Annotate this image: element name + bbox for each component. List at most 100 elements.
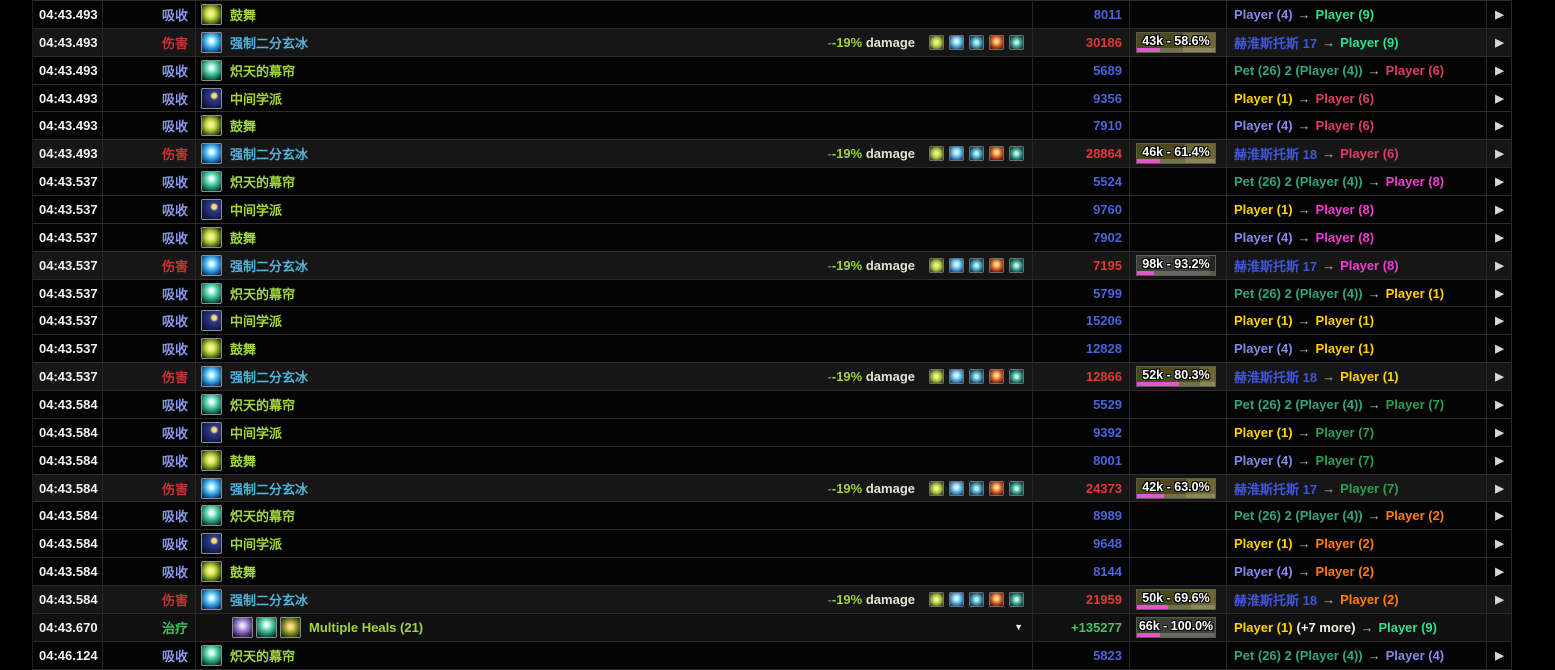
- spell-name[interactable]: 强制二分玄冰: [230, 370, 309, 386]
- mitigation-buff-icon[interactable]: [969, 146, 984, 162]
- veil-spell-icon[interactable]: [201, 505, 222, 527]
- target-actor[interactable]: Player (6): [1315, 90, 1375, 106]
- spell-name[interactable]: 炽天的幕帘: [230, 509, 296, 525]
- mitigation-buff-icon[interactable]: [1009, 480, 1024, 496]
- target-actor[interactable]: Player (7): [1315, 424, 1375, 440]
- target-actor[interactable]: Player (4): [1385, 647, 1445, 663]
- source-actor[interactable]: 赫淮斯托斯 18: [1234, 370, 1318, 386]
- target-actor[interactable]: Player (7): [1315, 452, 1375, 468]
- spell-name[interactable]: 强制二分玄冰: [230, 147, 309, 163]
- source-actor[interactable]: Player (1): [1234, 201, 1293, 217]
- expand-arrow-icon[interactable]: ▶: [1495, 287, 1504, 300]
- source-actor[interactable]: 赫淮斯托斯 17: [1234, 35, 1318, 51]
- mitigation-buff-icon[interactable]: [1009, 146, 1024, 162]
- mitigation-buff-icon[interactable]: [949, 34, 964, 50]
- spell-name[interactable]: 鼓舞: [230, 453, 257, 469]
- bisect-spell-icon[interactable]: [201, 254, 222, 276]
- expand-arrow-icon[interactable]: ▶: [1495, 64, 1504, 77]
- mitigation-buff-icon[interactable]: [949, 591, 964, 607]
- source-actor[interactable]: Player (4): [1234, 341, 1293, 357]
- mitigation-buff-icon[interactable]: [969, 369, 984, 385]
- spell-name[interactable]: 鼓舞: [230, 565, 257, 581]
- expand-arrow-icon[interactable]: ▶: [1495, 343, 1504, 356]
- spell-name[interactable]: 中间学派: [230, 314, 283, 330]
- bolster-spell-icon[interactable]: [201, 561, 222, 583]
- bolster-spell-icon[interactable]: [201, 449, 222, 471]
- source-actor[interactable]: Player (1): [1234, 619, 1293, 635]
- target-actor[interactable]: Player (6): [1315, 118, 1375, 134]
- spell-name[interactable]: 强制二分玄冰: [230, 258, 309, 274]
- mitigation-buff-icon[interactable]: [989, 369, 1004, 385]
- crown-spell-icon[interactable]: [280, 616, 301, 638]
- spell-name[interactable]: 炽天的幕帘: [230, 63, 296, 79]
- target-actor[interactable]: Player (6): [1340, 146, 1399, 162]
- source-actor[interactable]: Pet (26) 2 (Player (4)): [1234, 285, 1363, 301]
- veil-spell-icon[interactable]: [201, 59, 222, 81]
- veil-spell-icon[interactable]: [256, 616, 277, 638]
- source-actor[interactable]: 赫淮斯托斯 17: [1234, 258, 1318, 274]
- bisect-spell-icon[interactable]: [201, 366, 222, 388]
- target-actor[interactable]: Player (8): [1385, 174, 1445, 190]
- expand-arrow-icon[interactable]: ▶: [1495, 176, 1504, 189]
- bisect-spell-icon[interactable]: [201, 143, 222, 165]
- veil-spell-icon[interactable]: [201, 171, 222, 193]
- veil-spell-icon[interactable]: [201, 644, 222, 666]
- target-actor[interactable]: Player (9): [1378, 619, 1437, 635]
- expand-arrow-icon[interactable]: ▶: [1495, 231, 1504, 244]
- spell-name[interactable]: 中间学派: [230, 537, 283, 553]
- target-actor[interactable]: Player (2): [1385, 508, 1445, 524]
- mitigation-buff-icon[interactable]: [989, 34, 1004, 50]
- mitigation-buff-icon[interactable]: [949, 369, 964, 385]
- spell-name[interactable]: 强制二分玄冰: [230, 35, 309, 51]
- spell-name[interactable]: 中间学派: [230, 202, 283, 218]
- source-actor[interactable]: Pet (26) 2 (Player (4)): [1234, 62, 1363, 78]
- mitigation-buff-icon[interactable]: [929, 146, 944, 162]
- target-actor[interactable]: Player (6): [1385, 62, 1445, 78]
- target-actor[interactable]: Player (2): [1315, 564, 1375, 580]
- mitigation-buff-icon[interactable]: [989, 591, 1004, 607]
- mitigation-buff-icon[interactable]: [929, 257, 944, 273]
- mitigation-buff-icon[interactable]: [929, 369, 944, 385]
- mitigation-buff-icon[interactable]: [1009, 34, 1024, 50]
- spell-name[interactable]: 鼓舞: [230, 342, 257, 358]
- bisect-spell-icon[interactable]: [201, 477, 222, 499]
- target-actor[interactable]: Player (2): [1340, 591, 1399, 607]
- mitigation-buff-icon[interactable]: [949, 257, 964, 273]
- expand-arrow-icon[interactable]: ▶: [1495, 203, 1504, 216]
- spell-name[interactable]: 炽天的幕帘: [230, 286, 296, 302]
- source-actor[interactable]: Player (1): [1234, 536, 1293, 552]
- source-actor[interactable]: Pet (26) 2 (Player (4)): [1234, 647, 1363, 663]
- spell-name[interactable]: 强制二分玄冰: [230, 481, 309, 497]
- spell-name[interactable]: 鼓舞: [230, 230, 257, 246]
- expand-arrow-icon[interactable]: ▶: [1495, 426, 1504, 439]
- expand-arrow-icon[interactable]: ▶: [1495, 259, 1504, 272]
- source-actor[interactable]: 赫淮斯托斯 17: [1234, 481, 1318, 497]
- target-actor[interactable]: Player (8): [1315, 229, 1375, 245]
- mitigation-buff-icon[interactable]: [1009, 369, 1024, 385]
- mitigation-buff-icon[interactable]: [989, 480, 1004, 496]
- priest-spell-icon[interactable]: [232, 616, 253, 638]
- spell-name[interactable]: Multiple Heals (21): [309, 619, 424, 635]
- spell-name[interactable]: 中间学派: [230, 425, 283, 441]
- bolster-spell-icon[interactable]: [201, 226, 222, 248]
- bisect-spell-icon[interactable]: [201, 31, 222, 53]
- mitigation-buff-icon[interactable]: [949, 146, 964, 162]
- median-spell-icon[interactable]: [201, 310, 222, 332]
- target-actor[interactable]: Player (7): [1385, 396, 1445, 412]
- mitigation-buff-icon[interactable]: [929, 34, 944, 50]
- mitigation-buff-icon[interactable]: [989, 257, 1004, 273]
- mitigation-buff-icon[interactable]: [969, 34, 984, 50]
- expand-arrow-icon[interactable]: ▶: [1495, 371, 1504, 384]
- mitigation-buff-icon[interactable]: [989, 146, 1004, 162]
- source-actor[interactable]: Pet (26) 2 (Player (4)): [1234, 508, 1363, 524]
- expand-arrow-icon[interactable]: ▶: [1495, 454, 1504, 467]
- target-actor[interactable]: Player (9): [1340, 34, 1399, 50]
- source-actor[interactable]: 赫淮斯托斯 18: [1234, 147, 1318, 163]
- bolster-spell-icon[interactable]: [201, 3, 222, 25]
- mitigation-buff-icon[interactable]: [929, 480, 944, 496]
- spell-name[interactable]: 强制二分玄冰: [230, 592, 309, 608]
- source-actor[interactable]: Player (1): [1234, 90, 1293, 106]
- median-spell-icon[interactable]: [201, 87, 222, 109]
- source-actor[interactable]: Player (4): [1234, 118, 1293, 134]
- mitigation-buff-icon[interactable]: [949, 480, 964, 496]
